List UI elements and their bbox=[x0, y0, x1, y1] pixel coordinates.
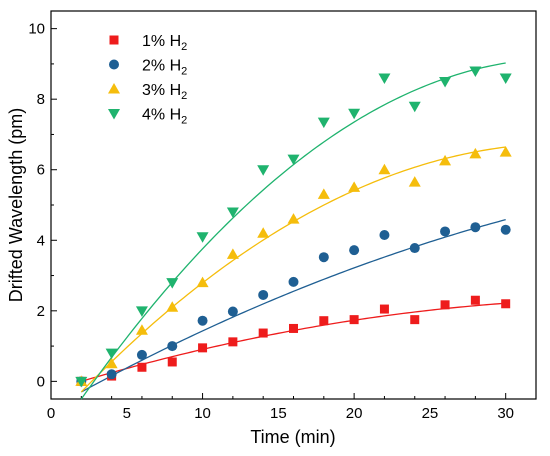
data-point bbox=[409, 243, 420, 254]
legend-label-text: 3% H bbox=[142, 82, 181, 99]
y-axis-title: Drifted Wavelength (pm) bbox=[6, 108, 26, 302]
legend-label: 1% H2 bbox=[142, 33, 187, 53]
data-point bbox=[137, 362, 147, 372]
data-points bbox=[75, 66, 512, 388]
data-point bbox=[75, 376, 88, 388]
data-point bbox=[226, 207, 239, 219]
data-point bbox=[440, 226, 451, 237]
data-point bbox=[317, 117, 330, 129]
axis-ticks bbox=[50, 28, 507, 399]
data-point bbox=[439, 154, 452, 166]
legend: 1% H22% H23% H24% H2 bbox=[108, 33, 187, 127]
legend-marker bbox=[109, 35, 119, 45]
legend-marker bbox=[109, 59, 119, 70]
x-tick-label: 20 bbox=[346, 405, 363, 422]
data-point bbox=[135, 306, 148, 317]
data-point bbox=[288, 276, 299, 287]
data-point bbox=[439, 77, 452, 88]
data-point bbox=[500, 224, 511, 235]
data-point bbox=[226, 248, 239, 259]
legend-marker bbox=[108, 83, 120, 94]
data-point bbox=[319, 316, 329, 326]
data-point bbox=[136, 349, 147, 360]
data-point bbox=[289, 323, 298, 333]
data-point bbox=[196, 232, 209, 243]
data-point bbox=[317, 188, 330, 199]
data-point bbox=[499, 146, 512, 157]
data-point bbox=[105, 348, 118, 360]
data-point bbox=[287, 154, 300, 166]
legend-label-subscript: 2 bbox=[181, 90, 187, 102]
legend-label: 3% H2 bbox=[142, 82, 187, 102]
data-point bbox=[197, 315, 208, 326]
data-point bbox=[379, 229, 390, 240]
data-point bbox=[258, 289, 269, 300]
fit-line bbox=[81, 218, 506, 393]
data-point bbox=[318, 252, 329, 263]
data-point bbox=[408, 101, 421, 113]
data-point bbox=[167, 341, 178, 352]
legend-label-subscript: 2 bbox=[181, 66, 187, 78]
data-point bbox=[348, 108, 361, 120]
data-point bbox=[348, 181, 361, 192]
legend-label: 4% H2 bbox=[142, 107, 187, 127]
legend-label-text: 4% H bbox=[142, 107, 181, 124]
data-point bbox=[408, 176, 421, 187]
data-point bbox=[257, 165, 270, 176]
x-axis-title: Time (min) bbox=[250, 427, 335, 447]
data-point bbox=[410, 315, 420, 325]
data-point bbox=[287, 213, 300, 224]
legend-label-subscript: 2 bbox=[181, 41, 187, 53]
legend-label-subscript: 2 bbox=[181, 115, 187, 127]
legend-marker bbox=[108, 109, 120, 120]
x-tick-label: 5 bbox=[123, 405, 131, 422]
data-point bbox=[378, 163, 391, 175]
y-tick-label: 10 bbox=[28, 21, 45, 38]
data-point bbox=[379, 304, 389, 314]
y-tick-label: 0 bbox=[37, 373, 45, 390]
data-point bbox=[470, 222, 481, 233]
tick-labels: 0 5 10 15 20 25 30 0 2 4 6 8 10 bbox=[28, 21, 514, 422]
data-point bbox=[257, 227, 270, 238]
x-tick-label: 0 bbox=[47, 405, 55, 422]
data-point bbox=[378, 73, 391, 85]
data-point bbox=[440, 300, 450, 310]
legend-label-text: 2% H bbox=[142, 58, 181, 75]
data-point bbox=[470, 295, 480, 305]
data-point bbox=[258, 328, 268, 338]
data-point bbox=[167, 357, 177, 367]
x-tick-label: 10 bbox=[194, 405, 211, 422]
data-point bbox=[166, 301, 179, 312]
x-tick-label: 25 bbox=[422, 405, 439, 422]
y-tick-label: 4 bbox=[37, 232, 45, 249]
data-point bbox=[349, 315, 359, 325]
x-tick-label: 15 bbox=[270, 405, 287, 422]
legend-label-text: 1% H bbox=[142, 33, 181, 50]
legend-label: 2% H2 bbox=[142, 58, 187, 78]
y-tick-label: 8 bbox=[37, 91, 45, 108]
data-point bbox=[501, 299, 511, 309]
data-point bbox=[227, 306, 238, 317]
x-tick-label: 30 bbox=[497, 405, 514, 422]
data-point bbox=[349, 245, 360, 256]
data-point bbox=[105, 357, 118, 369]
data-point bbox=[499, 73, 512, 85]
data-point bbox=[135, 324, 148, 335]
y-tick-label: 2 bbox=[37, 303, 45, 320]
data-point bbox=[469, 66, 482, 77]
data-point bbox=[166, 278, 179, 289]
data-point bbox=[106, 369, 117, 380]
data-point bbox=[228, 337, 238, 347]
data-point bbox=[198, 343, 208, 353]
data-point bbox=[196, 276, 209, 288]
y-tick-label: 6 bbox=[37, 162, 45, 179]
data-point bbox=[469, 147, 482, 159]
